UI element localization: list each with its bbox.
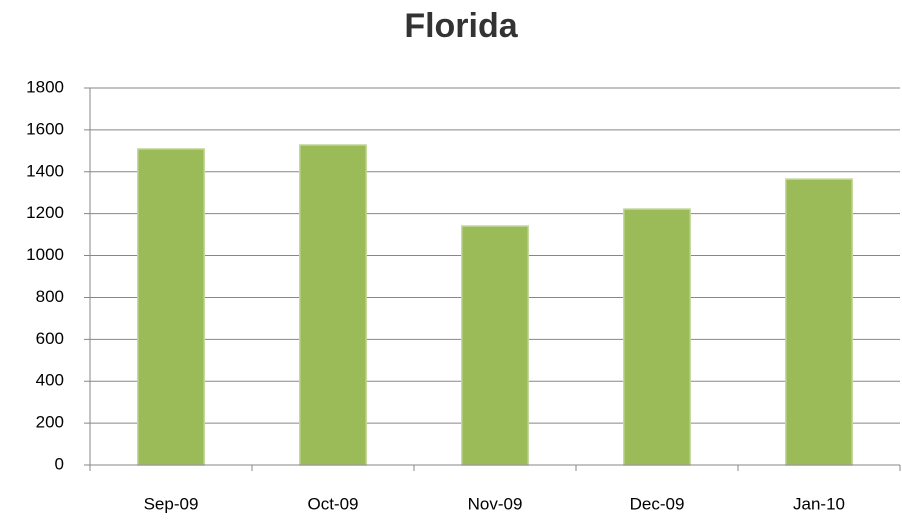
bar <box>137 148 205 466</box>
y-tick-label: 1400 <box>26 161 64 180</box>
y-tick-label: 1000 <box>26 245 64 264</box>
bar <box>299 144 367 466</box>
x-tick-label: Nov-09 <box>468 494 523 513</box>
y-tick-label: 400 <box>36 371 64 390</box>
y-tick-label: 600 <box>36 329 64 348</box>
bar <box>461 225 529 466</box>
y-tick-label: 1600 <box>26 119 64 138</box>
x-tick-label: Dec-09 <box>630 494 685 513</box>
x-tick-label: Oct-09 <box>307 494 358 513</box>
bar <box>623 208 691 466</box>
y-tick-label: 200 <box>36 413 64 432</box>
y-tick-label: 1200 <box>26 203 64 222</box>
y-tick-label: 0 <box>55 454 64 473</box>
chart-title: Florida <box>404 7 518 45</box>
x-tick-label: Sep-09 <box>144 494 199 513</box>
y-tick-label: 800 <box>36 287 64 306</box>
y-tick-label: 1800 <box>26 77 64 96</box>
x-tick-label: Jan-10 <box>793 494 845 513</box>
bar <box>785 178 853 466</box>
